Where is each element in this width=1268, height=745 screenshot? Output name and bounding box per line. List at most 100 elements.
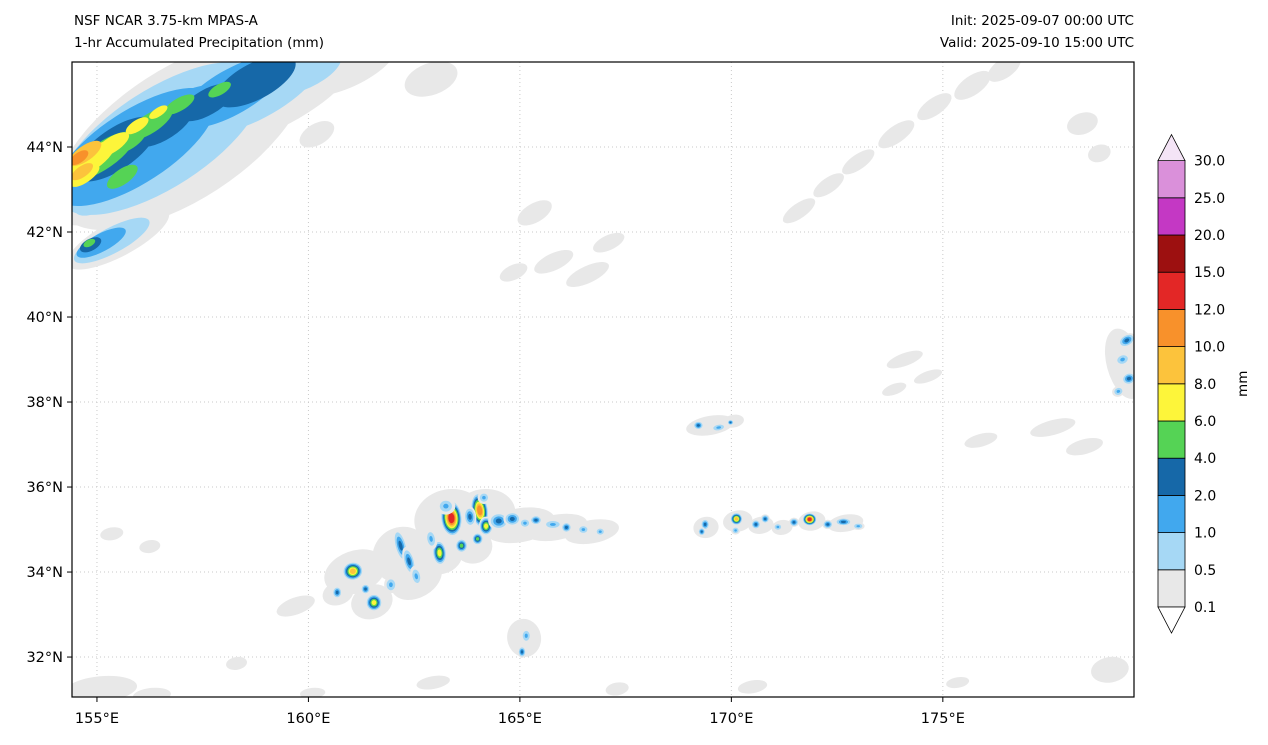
precip-cell-ring	[534, 518, 538, 522]
colorbar-tick-label: 12.0	[1194, 302, 1225, 318]
colorbar-tick-label: 0.5	[1194, 563, 1216, 579]
precip-patch	[1091, 656, 1129, 683]
colorbar-segment	[1157, 494, 1186, 533]
precip-patch	[1088, 144, 1111, 163]
precip-cell-ring	[581, 528, 586, 531]
precip-cell-ring	[524, 633, 528, 638]
colorbar-tick-label: 1.0	[1194, 526, 1216, 542]
precip-patch	[878, 120, 915, 149]
precip-cell-ring	[1126, 376, 1132, 381]
precip-cell-ring	[429, 535, 433, 542]
precip-patch	[782, 198, 816, 224]
precip-cell-ring	[792, 521, 796, 524]
plot-border	[71, 61, 1135, 698]
y-axis: 44°N 42°N 40°N 38°N 36°N 34°N 32°N	[26, 140, 72, 666]
precip-patch	[72, 675, 138, 697]
precip-patch	[1030, 418, 1076, 437]
run-info-block: Init: 2025-09-07 00:00 UTC Valid: 2025-0…	[940, 11, 1134, 54]
colorbar-tick-label: 6.0	[1194, 414, 1216, 430]
y-tick-label: 40°N	[26, 310, 63, 326]
x-tick-label: 160°E	[286, 711, 330, 727]
precip-patch	[149, 105, 168, 119]
precip-cell-ring	[763, 517, 767, 521]
precip-patch	[83, 238, 96, 248]
precip-patch	[1067, 112, 1098, 135]
precip-cell-ring	[729, 421, 732, 424]
colorbar-tick-label: 0.1	[1194, 600, 1216, 616]
precip-cell-ring	[475, 537, 480, 541]
precip-patch	[946, 676, 970, 689]
y-tick-label: 34°N	[26, 565, 63, 581]
precip-patch	[267, 62, 342, 95]
precip-cell-ring	[840, 520, 846, 524]
colorbar-segment	[1157, 532, 1186, 571]
precip-patch	[94, 132, 130, 158]
precip-patch	[842, 149, 875, 175]
precip-patch	[813, 173, 844, 198]
precip-patch	[139, 539, 161, 554]
colorbar-tick-label: 2.0	[1194, 488, 1216, 504]
precip-cell-ring	[598, 530, 602, 533]
valid-time: Valid: 2025-09-10 15:00 UTC	[939, 34, 1134, 51]
x-tick-label: 155°E	[75, 711, 119, 727]
precip-cell-ring	[364, 587, 367, 591]
precip-patch	[964, 432, 998, 448]
precip-patch	[208, 81, 231, 98]
precip-cell-ring	[335, 590, 339, 595]
precip-cell-ring	[754, 523, 758, 526]
figure-title-block: NSF NCAR 3.75-km MPAS-A 1-hr Accumulated…	[74, 11, 324, 54]
precip-cell-ring	[437, 549, 442, 557]
precip-patch	[72, 163, 94, 181]
precip-cell-ring	[398, 540, 403, 551]
precip-patch	[882, 382, 907, 396]
precip-patch	[125, 117, 149, 135]
precip-patch	[987, 62, 1021, 82]
precip-cell-ring	[826, 523, 830, 526]
precip-cell-ring	[1116, 389, 1121, 393]
colorbar-segment	[1157, 420, 1186, 459]
x-tick-label: 170°E	[709, 711, 753, 727]
precip-patch	[106, 164, 138, 189]
precip-patch	[100, 527, 124, 541]
precip-cell-ring	[459, 543, 464, 548]
precip-cell-ring	[482, 495, 486, 500]
colorbar-tick-label: 8.0	[1194, 377, 1216, 393]
colorbar-segment	[1157, 569, 1186, 608]
precip-cell-ring	[407, 557, 412, 566]
colorbar-segment	[1157, 234, 1186, 273]
precip-cell-ring	[477, 505, 483, 516]
precip-patch	[534, 249, 574, 274]
precip-cell-ring	[549, 522, 556, 526]
colorbar-segment	[1157, 197, 1186, 236]
precip-patch	[605, 682, 629, 696]
precip-cell-ring	[520, 650, 524, 654]
precip-cell-ring	[734, 529, 737, 532]
precip-cell-ring	[349, 568, 356, 574]
precip-patch	[299, 121, 335, 148]
precip-patch	[226, 656, 247, 670]
y-tick-label: 44°N	[26, 140, 63, 156]
precip-cell-ring	[443, 503, 449, 509]
precip-cell-ring	[371, 600, 377, 606]
precip-cell-ring	[564, 525, 568, 529]
precip-cell-ring	[389, 582, 393, 588]
colorbar-segment	[1157, 383, 1186, 422]
precip-patch	[215, 62, 296, 108]
precip-patch	[886, 350, 923, 369]
precip-field	[72, 62, 1134, 697]
colorbar-tick-label: 25.0	[1194, 191, 1225, 207]
precip-patch	[499, 263, 528, 282]
precip-cell-ring	[1120, 357, 1125, 362]
precip-cell-ring	[484, 523, 489, 529]
colorbar-under-arrow	[1157, 606, 1186, 634]
y-tick-label: 36°N	[26, 480, 63, 496]
precip-patch	[72, 150, 89, 165]
colorbar-over-arrow	[1157, 133, 1186, 162]
precip-cell-ring	[716, 426, 722, 429]
precip-patch	[136, 104, 194, 147]
precip-cell-ring	[523, 521, 527, 525]
precip-patch	[954, 70, 991, 100]
colorbar-segment	[1157, 457, 1186, 496]
precip-cell-ring	[696, 424, 700, 427]
